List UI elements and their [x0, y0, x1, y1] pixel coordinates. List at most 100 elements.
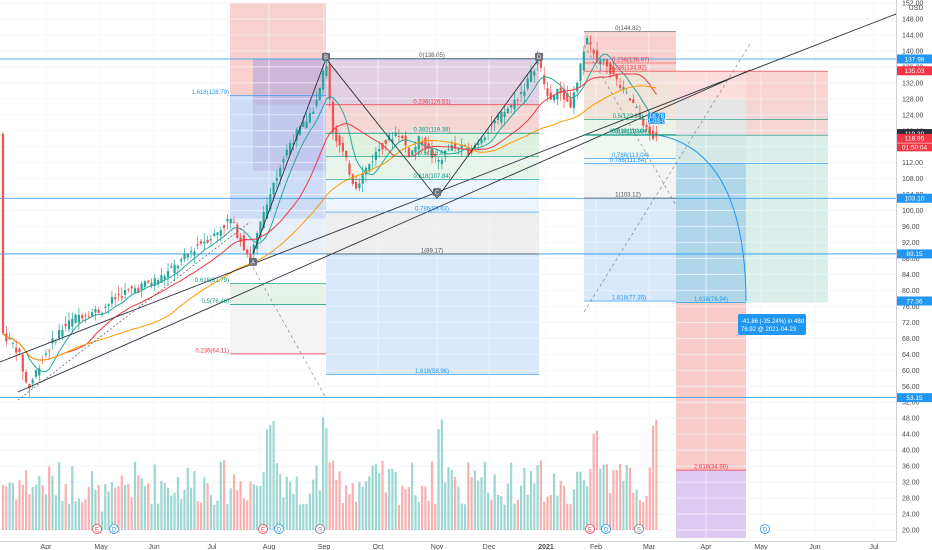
event-marker[interactable]	[315, 524, 325, 534]
candle-body	[61, 329, 64, 337]
volume-bar	[150, 503, 153, 530]
candle-body	[526, 78, 529, 89]
fib-dashed-line	[583, 43, 751, 313]
candle-body	[252, 244, 255, 254]
candle-body	[114, 297, 117, 300]
candle-body	[345, 151, 348, 158]
event-marker-label: D	[763, 528, 768, 534]
event-marker[interactable]	[258, 524, 268, 534]
volume-bar	[120, 475, 123, 530]
price-tick-label: 124.00	[902, 112, 924, 119]
fib-level-label: 1(103.12)	[615, 193, 641, 199]
volume-bar	[249, 481, 252, 530]
volume-bar	[529, 471, 533, 530]
price-tick-label: 112.00	[902, 160, 923, 167]
projection-arc[interactable]	[656, 134, 747, 301]
fib-zone	[676, 163, 746, 303]
candle-body	[480, 139, 483, 144]
candle-body	[490, 124, 493, 126]
candle-body	[599, 60, 602, 65]
volume-bar	[18, 480, 21, 530]
trendline-upper[interactable]	[0, 0, 932, 363]
candle-body	[15, 347, 18, 353]
candle-body	[8, 338, 11, 340]
volume-bar	[556, 495, 559, 530]
candle-body	[180, 259, 183, 262]
fib-level-label: 0.786(113.04)	[612, 153, 649, 159]
candle-body	[137, 288, 140, 292]
candle-body	[503, 112, 506, 118]
abcd-point-badge[interactable]	[249, 257, 257, 266]
volume-bar	[312, 479, 315, 530]
candle-body	[477, 143, 480, 145]
volume-bar	[421, 485, 424, 530]
price-tick-label: 24.00	[902, 512, 920, 519]
volume-bar	[64, 483, 67, 530]
volume-bar	[133, 461, 137, 530]
candle-body	[394, 132, 397, 137]
volume-bar	[579, 471, 582, 530]
volume-bar	[262, 472, 265, 530]
candle-body	[562, 88, 566, 100]
price-tick-label: 60.00	[902, 368, 920, 375]
candle-body	[427, 143, 430, 149]
volume-bar	[536, 464, 539, 530]
abcd-point-badge[interactable]	[535, 52, 543, 61]
volume-bar	[140, 478, 143, 530]
volume-bar	[74, 501, 77, 530]
candle-body	[331, 101, 335, 133]
candle-body	[77, 314, 80, 323]
projection-label-box[interactable]	[738, 314, 806, 335]
volume-bar	[163, 482, 166, 530]
volume-bar	[272, 420, 275, 530]
candle-body	[622, 87, 625, 90]
volume-bar	[539, 460, 542, 530]
event-marker[interactable]	[585, 524, 595, 534]
projection-label-change: -41.86 (-35.24%) in 48d	[741, 319, 804, 325]
event-marker[interactable]	[634, 524, 644, 534]
price-tick-label: 36.00	[902, 464, 920, 471]
candle-body	[216, 232, 219, 236]
abcd-pattern-line[interactable]	[252, 57, 540, 255]
abcd-point-badge[interactable]	[433, 188, 441, 197]
candle-body	[496, 114, 500, 120]
candle-body	[127, 288, 130, 290]
candle-body	[272, 182, 275, 195]
candle-body	[612, 66, 615, 74]
trendline-lower[interactable]	[17, 69, 751, 393]
event-marker[interactable]	[109, 524, 119, 534]
candle-body	[318, 87, 321, 100]
candle-body	[170, 266, 173, 268]
time-axis[interactable]: Apr May Jun Jul Aug Sep Oct Nov Dec 2021 Feb Mar Apr…	[41, 544, 879, 550]
volume-bar	[397, 504, 401, 530]
fib-level-label: 0.5(76.46)	[202, 299, 229, 305]
candle-body	[523, 91, 526, 97]
volume-bar	[130, 497, 133, 530]
volume-bar	[193, 471, 196, 530]
fib-level-label: 1.618(77.35)	[612, 296, 646, 302]
fib-zone	[230, 304, 326, 354]
price-tick-label: 28.00	[902, 496, 920, 503]
event-marker[interactable]	[92, 524, 102, 534]
volume-bar	[206, 483, 209, 530]
candle-body	[391, 139, 394, 143]
price-tick-label: 56.00	[902, 384, 920, 391]
volume-bar	[384, 492, 387, 530]
volume-bar	[516, 499, 519, 530]
abcd-point-badge[interactable]	[322, 52, 330, 61]
candle-body	[246, 249, 249, 255]
candle-body	[572, 92, 575, 109]
volume-bar	[289, 481, 292, 530]
volume-bar	[186, 467, 189, 530]
event-marker[interactable]	[760, 524, 770, 534]
volume-bar	[609, 493, 612, 530]
event-marker[interactable]	[274, 524, 284, 534]
volume-bar	[308, 493, 311, 530]
fib-zone	[676, 135, 746, 164]
price-axis[interactable]: 20.00 24.00 28.00 32.00 36.00 40.00 44.00 48.00…	[902, 1, 924, 535]
candle-body	[510, 105, 513, 108]
price-tick-label: 68.00	[902, 336, 920, 343]
volume-bar	[48, 466, 51, 530]
event-marker[interactable]	[601, 524, 611, 534]
